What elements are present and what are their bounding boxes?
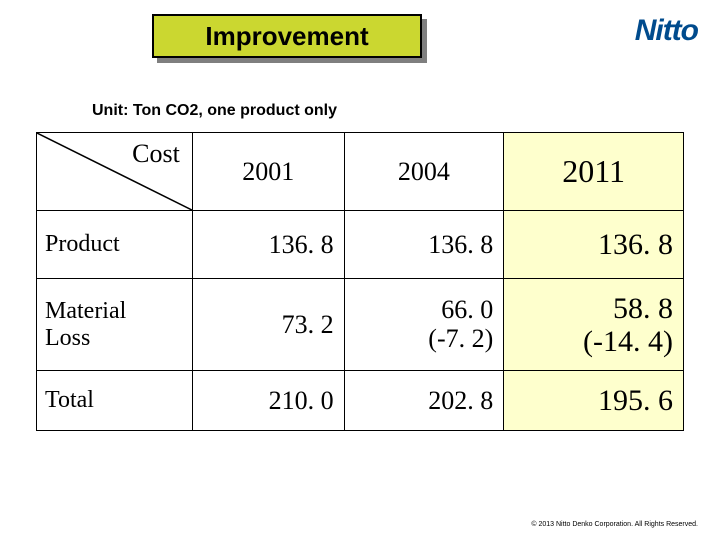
cell: 210. 0 bbox=[192, 371, 344, 431]
row-label-material-loss: MaterialLoss bbox=[37, 279, 193, 371]
cell: 136. 8 bbox=[344, 211, 504, 279]
table-row: Total 210. 0 202. 8 195. 6 bbox=[37, 371, 684, 431]
cell: 136. 8 bbox=[504, 211, 684, 279]
table-row: Product 136. 8 136. 8 136. 8 bbox=[37, 211, 684, 279]
row-label-product: Product bbox=[37, 211, 193, 279]
col-2004: 2004 bbox=[344, 133, 504, 211]
cell: 202. 8 bbox=[344, 371, 504, 431]
table-row: MaterialLoss 73. 2 66. 0(-7. 2) 58. 8(-1… bbox=[37, 279, 684, 371]
cell: 136. 8 bbox=[192, 211, 344, 279]
table-corner-cell: Cost bbox=[37, 133, 193, 211]
table-header-row: Cost 2001 2004 2011 bbox=[37, 133, 684, 211]
cell: 195. 6 bbox=[504, 371, 684, 431]
cell: 66. 0(-7. 2) bbox=[344, 279, 504, 371]
unit-caption: Unit: Ton CO2, one product only bbox=[92, 102, 337, 120]
cell: 73. 2 bbox=[192, 279, 344, 371]
improvement-table: Cost 2001 2004 2011 Product 136. 8 136. … bbox=[36, 132, 684, 431]
title-box: Improvement bbox=[152, 14, 422, 58]
cell: 58. 8(-14. 4) bbox=[504, 279, 684, 371]
row-label-total: Total bbox=[37, 371, 193, 431]
copyright-text: © 2013 Nitto Denko Corporation. All Righ… bbox=[531, 521, 698, 528]
brand-logo: Nitto bbox=[635, 14, 698, 48]
col-2011: 2011 bbox=[504, 133, 684, 211]
col-2001: 2001 bbox=[192, 133, 344, 211]
header: Improvement Nitto bbox=[0, 0, 720, 80]
